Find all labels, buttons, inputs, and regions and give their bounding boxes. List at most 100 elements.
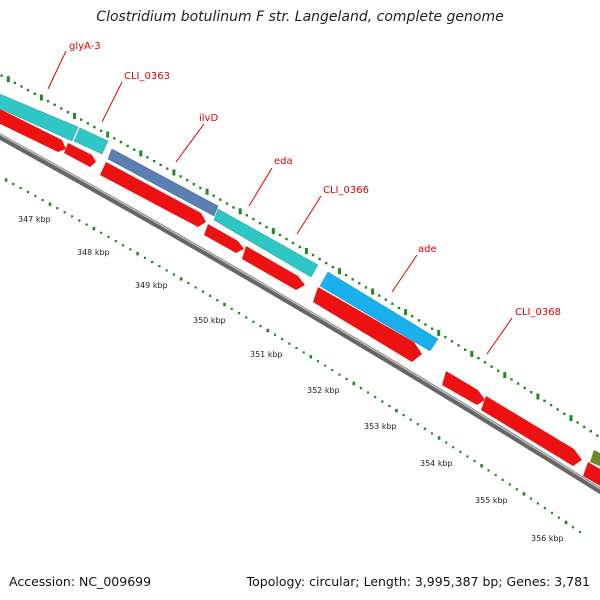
gene-label-ade[interactable]: ade — [418, 244, 437, 255]
gc-dot — [331, 369, 334, 372]
gc-dot — [252, 218, 255, 221]
gc-dot — [411, 315, 414, 318]
gc-dot — [596, 434, 599, 437]
cds-ilvD[interactable] — [107, 148, 219, 217]
gc-dot — [483, 361, 487, 364]
gc-dot — [73, 112, 76, 119]
gc-dot — [66, 111, 70, 114]
cds-glyA-3[interactable] — [0, 90, 79, 142]
cds-reverse-3[interactable] — [100, 162, 206, 227]
cds-reverse-8[interactable] — [481, 396, 582, 466]
gc-dot — [494, 474, 497, 477]
gene-label-ilvD[interactable]: ilvD — [199, 113, 218, 124]
cds-eda[interactable] — [213, 208, 319, 278]
gene-label-CLI_0366[interactable]: CLI_0366 — [323, 185, 369, 196]
gc-dot — [366, 391, 370, 394]
tick-label-356: 356 kbp — [531, 534, 564, 543]
gc-dot — [166, 167, 169, 170]
gc-dot — [216, 299, 219, 302]
gc-dot — [53, 103, 56, 106]
gc-dot — [209, 294, 212, 297]
tick-label-352: 352 kbp — [307, 386, 340, 395]
gc-dot — [201, 290, 204, 293]
gc-dot — [338, 373, 341, 376]
scale-tick-labels: 347 kbp 348 kbp 349 kbp 350 kbp 351 kbp … — [18, 215, 564, 543]
gc-dot — [259, 325, 262, 328]
gc-dot — [522, 492, 526, 496]
cds-reverse-9[interactable] — [583, 462, 600, 487]
gene-label-glyA-3[interactable]: glyA-3 — [69, 41, 101, 52]
gc-dot — [364, 286, 368, 289]
gc-dot — [464, 348, 467, 351]
gc-dot — [230, 307, 233, 310]
gene-label-eda[interactable]: eda — [274, 156, 293, 167]
gc-dot — [26, 88, 30, 92]
tick-label-349: 349 kbp — [135, 281, 168, 290]
gc-dot — [186, 179, 189, 182]
gc-dot — [423, 427, 426, 430]
gc-dot — [583, 425, 586, 429]
gc-dot — [106, 131, 110, 138]
gc-dot — [60, 107, 63, 110]
gc-dot — [571, 526, 575, 529]
gc-dot — [136, 251, 139, 256]
gc-dot — [86, 122, 89, 125]
gc-dot — [338, 268, 341, 275]
cds-reverse-6[interactable] — [313, 287, 422, 362]
label-line-ilvD — [175, 123, 205, 163]
cds-ade[interactable] — [319, 271, 439, 352]
gc-dot — [325, 261, 328, 265]
gc-dot — [344, 274, 348, 277]
cds-reverse-5[interactable] — [242, 246, 305, 290]
tick-label-354: 354 kbp — [420, 459, 453, 468]
gc-dot — [497, 369, 500, 372]
gc-dot — [219, 198, 222, 201]
gc-dot — [238, 208, 242, 215]
gc-dot — [351, 278, 354, 281]
gc-dot — [395, 408, 398, 413]
gene-label-CLI_0363[interactable]: CLI_0363 — [124, 71, 170, 82]
gc-dot — [245, 316, 248, 319]
gc-dot — [93, 125, 96, 129]
cds-CLI_0363[interactable] — [73, 127, 109, 155]
gc-dot — [391, 302, 394, 305]
gc-dot — [452, 446, 455, 449]
gc-dot — [437, 436, 441, 440]
cds-partial-green[interactable] — [590, 450, 600, 467]
gc-dot — [510, 378, 513, 381]
forward-strand-track — [0, 90, 600, 467]
gc-dot — [165, 269, 168, 272]
gc-dot — [381, 400, 384, 403]
gc-dot — [143, 256, 146, 259]
gene-label-CLI_0368[interactable]: CLI_0368 — [515, 307, 561, 318]
gc-dot — [152, 159, 156, 163]
gc-dot — [99, 129, 103, 132]
cds-reverse-1[interactable] — [0, 104, 66, 152]
gc-dot — [80, 118, 83, 121]
gc-dot — [480, 464, 483, 468]
genome-backbone-highlight — [0, 133, 600, 490]
gc-content-track — [4, 178, 582, 534]
gc-dot — [457, 344, 460, 347]
gc-dot — [503, 372, 507, 379]
gc-dot — [113, 137, 116, 140]
tick-label-355: 355 kbp — [475, 496, 508, 505]
cds-reverse-7[interactable] — [442, 371, 485, 405]
gc-dot — [430, 432, 434, 435]
gc-dot — [85, 223, 88, 226]
gc-dot — [20, 85, 23, 88]
gc-dot — [529, 497, 532, 500]
gc-dot — [536, 393, 540, 400]
gc-dot — [302, 351, 305, 354]
gc-dot — [114, 240, 117, 243]
gc-dot — [304, 248, 308, 254]
gc-dot — [223, 302, 226, 307]
gc-dot — [470, 350, 474, 357]
cds-reverse-2[interactable] — [64, 143, 96, 167]
gc-dot — [331, 265, 334, 269]
gc-dot — [543, 399, 546, 402]
cds-reverse-4[interactable] — [204, 224, 244, 253]
gc-dot — [12, 182, 15, 186]
gc-dot — [179, 175, 182, 178]
